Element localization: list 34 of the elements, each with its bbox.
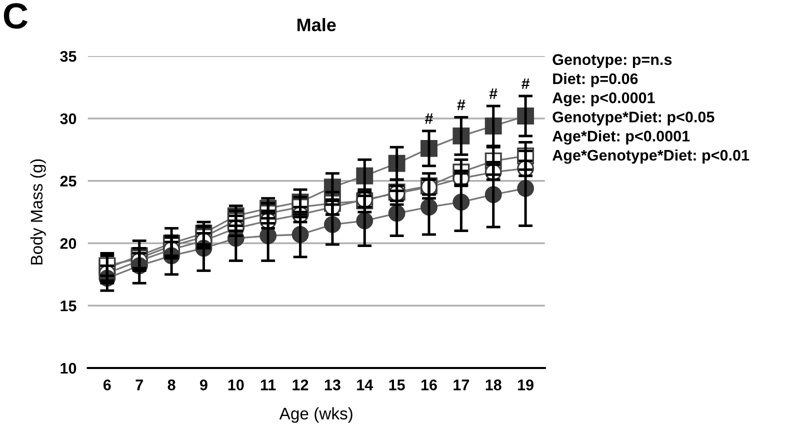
text: Age: p<0.0001 [552, 92, 655, 106]
y-tick-label: 20 [60, 238, 76, 249]
text: Genotype: p=n.s [552, 54, 672, 68]
x-tick-label: 7 [136, 380, 143, 390]
text: Diet: p=0.06 [553, 72, 638, 88]
y-tick-label: 15 [60, 300, 76, 312]
annotation: # [425, 113, 433, 124]
text: Age*Genotype*Diet: p<0.01 [552, 149, 750, 164]
x-tick-label: 16 [421, 380, 437, 390]
x-tick-label: 10 [228, 380, 244, 390]
x-tick-label: 6 [103, 380, 111, 390]
annotation: # [457, 100, 466, 110]
x-tick-label: 15 [389, 380, 405, 390]
y-tick-label: 10 [60, 362, 76, 374]
x-axis-title: Age (wks) [279, 407, 352, 423]
y-tick-label: 25 [60, 176, 76, 187]
y-axis-title: Body Mass (g) [30, 159, 46, 264]
x-tick-label: 14 [357, 380, 374, 390]
x-tick-label: 17 [454, 380, 470, 390]
annotation: # [489, 88, 498, 99]
chart-title: Male [297, 18, 336, 32]
x-tick-label: 9 [200, 380, 208, 390]
x-tick-label: 13 [324, 380, 340, 390]
text: Age*Diet: p<0.0001 [552, 130, 690, 145]
text: Genotype*Diet: p<0.05 [552, 111, 714, 126]
text: C [4, 3, 28, 29]
x-tick-label: 8 [168, 380, 176, 390]
y-tick-label: 30 [60, 113, 76, 124]
x-tick-label: 19 [518, 380, 534, 390]
y-tick-label: 35 [60, 50, 76, 62]
x-tick-label: 11 [260, 380, 276, 390]
x-tick-label: 18 [486, 380, 502, 390]
annotation: # [522, 78, 530, 89]
x-tick-label: 12 [292, 380, 308, 390]
